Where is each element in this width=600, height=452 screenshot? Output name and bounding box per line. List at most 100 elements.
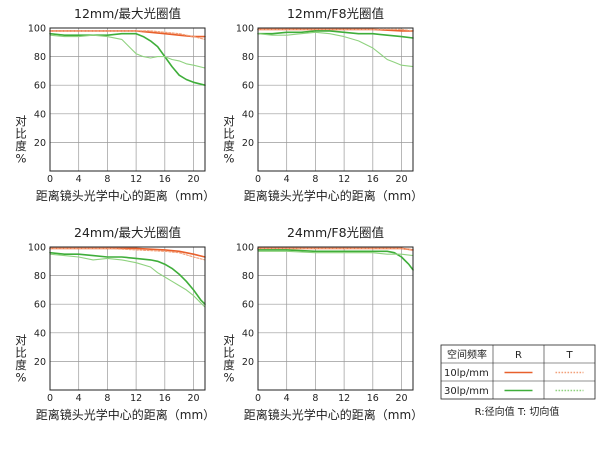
x-tick-label: 20	[395, 393, 407, 404]
x-tick-label: 8	[104, 174, 110, 185]
y-tick-label: 80	[242, 52, 254, 63]
mtf-chart-1: 12mm/最大光圈值 20 40 60 80 100 0 4 8 12 16 20 对比度% 距离镜头光学…	[15, 6, 215, 203]
x-tick-label: 20	[187, 393, 199, 404]
y-axis-label: 对比度%	[15, 114, 27, 166]
y-axis-label-char: %	[16, 371, 27, 385]
y-tick-label: 80	[34, 271, 46, 282]
x-tick-label: 12	[338, 393, 350, 404]
y-axis-label-char: %	[224, 371, 235, 385]
chart-title: 12mm/F8光圈值	[287, 6, 384, 21]
x-axis-label: 距离镜头光学中心的距离（mm）	[36, 188, 215, 203]
y-axis-label-char: 对	[15, 114, 27, 128]
y-axis-label-char: 度	[15, 358, 27, 372]
y-tick-label: 40	[34, 109, 46, 120]
y-axis-label-char: 比	[223, 127, 235, 141]
x-tick-label: 20	[187, 174, 199, 185]
x-axis-label: 距离镜头光学中心的距离（mm）	[36, 407, 215, 422]
y-tick-label: 40	[242, 109, 254, 120]
y-axis-label-char: 比	[15, 127, 27, 141]
x-tick-label: 4	[76, 174, 82, 185]
y-axis-label: 对比度%	[15, 333, 27, 385]
legend-row-label: 10lp/mm	[444, 368, 489, 379]
chart-title: 24mm/F8光圈值	[287, 225, 384, 240]
legend-header-cell: T	[565, 350, 573, 361]
y-tick-label: 100	[28, 24, 46, 35]
plot-frame	[257, 246, 414, 391]
x-tick-label: 12	[338, 174, 350, 185]
x-tick-label: 16	[159, 393, 171, 404]
y-tick-label: 100	[236, 24, 254, 35]
y-tick-label: 20	[242, 357, 254, 368]
x-tick-label: 12	[130, 393, 142, 404]
x-tick-label: 0	[255, 393, 261, 404]
x-tick-label: 8	[312, 174, 318, 185]
y-axis-label-char: %	[224, 152, 235, 166]
legend-table: 空间频率 R T 10lp/mm 30lp/mm R:径向值 T: 切向值	[440, 344, 596, 418]
x-axis-label: 距离镜头光学中心的距离（mm）	[244, 188, 423, 203]
y-tick-label: 20	[34, 357, 46, 368]
plot-frame	[257, 27, 414, 172]
y-tick-label: 60	[34, 81, 46, 92]
series-10lp-mm-t	[49, 30, 206, 40]
y-axis-label-char: 对	[223, 114, 235, 128]
x-tick-label: 16	[367, 393, 379, 404]
y-axis-label-char: 比	[15, 346, 27, 360]
legend-row-label: 30lp/mm	[444, 386, 489, 397]
mtf-chart-3: 24mm/最大光圈值 20 40 60 80 100 0 4 8 12 16 20 对比度% 距离镜头光学…	[15, 225, 215, 422]
x-tick-label: 4	[284, 393, 290, 404]
series-30lp-mm-t	[257, 31, 414, 68]
y-axis-label-char: 对	[223, 333, 235, 347]
y-axis-label: 对比度%	[223, 114, 235, 166]
y-tick-label: 40	[242, 328, 254, 339]
x-tick-label: 0	[255, 174, 261, 185]
y-tick-label: 60	[242, 300, 254, 311]
y-axis-label-char: 比	[223, 346, 235, 360]
y-tick-label: 60	[34, 300, 46, 311]
y-tick-label: 100	[28, 243, 46, 254]
series-30lp-mm-r	[257, 30, 414, 39]
x-tick-label: 0	[47, 393, 53, 404]
series-10lp-mm-t	[257, 247, 414, 251]
series-30lp-mm-t	[49, 34, 206, 69]
x-tick-label: 20	[395, 174, 407, 185]
legend-header-cell: 空间频率	[447, 348, 487, 361]
series-30lp-mm-t	[257, 250, 414, 257]
y-tick-label: 20	[34, 138, 46, 149]
chart-title: 24mm/最大光圈值	[74, 225, 181, 240]
y-tick-label: 60	[242, 81, 254, 92]
legend-header-cell: R	[515, 350, 522, 361]
legend-note: R:径向值 T: 切向值	[475, 405, 560, 418]
series-30lp-mm-t	[49, 253, 206, 308]
x-tick-label: 4	[284, 174, 290, 185]
y-tick-label: 40	[34, 328, 46, 339]
y-tick-label: 100	[236, 243, 254, 254]
y-tick-label: 80	[34, 52, 46, 63]
plot-frame	[49, 27, 206, 172]
mtf-chart-4: 24mm/F8光圈值 20 40 60 80 100 0 4 8 12 16 20 对比度% 距离镜头光学…	[223, 225, 423, 422]
x-axis-label: 距离镜头光学中心的距离（mm）	[244, 407, 423, 422]
plot-frame	[49, 246, 206, 391]
y-axis-label-char: 度	[223, 139, 235, 153]
y-tick-label: 20	[242, 138, 254, 149]
x-tick-label: 12	[130, 174, 142, 185]
series-10lp-mm-t	[49, 247, 206, 261]
series-30lp-mm-r	[49, 251, 206, 305]
x-tick-label: 16	[159, 174, 171, 185]
y-tick-label: 80	[242, 271, 254, 282]
mtf-chart-2: 12mm/F8光圈值 20 40 60 80 100 0 4 8 12 16 20 对比度% 距离镜头光学…	[223, 6, 423, 203]
y-axis-label-char: 对	[15, 333, 27, 347]
chart-title: 12mm/最大光圈值	[74, 6, 181, 21]
y-axis-label-char: 度	[223, 358, 235, 372]
series-10lp-mm-t	[257, 28, 414, 32]
x-tick-label: 8	[312, 393, 318, 404]
x-tick-label: 0	[47, 174, 53, 185]
series-30lp-mm-r	[49, 32, 206, 86]
x-tick-label: 4	[76, 393, 82, 404]
y-axis-label: 对比度%	[223, 333, 235, 385]
y-axis-label-char: %	[16, 152, 27, 166]
series-30lp-mm-r	[257, 249, 414, 271]
x-tick-label: 16	[367, 174, 379, 185]
x-tick-label: 8	[104, 393, 110, 404]
y-axis-label-char: 度	[15, 139, 27, 153]
